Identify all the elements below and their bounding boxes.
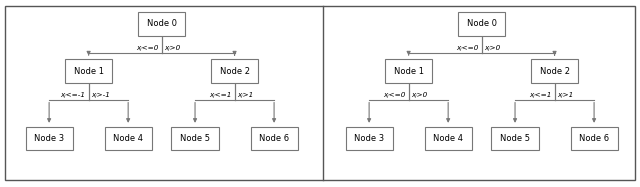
Text: Node 1: Node 1	[74, 67, 104, 76]
Text: xⱼ<=0: xⱼ<=0	[383, 92, 406, 98]
Text: xⱼ<=1: xⱼ<=1	[529, 92, 552, 98]
Text: xⱼ>0: xⱼ>0	[484, 45, 501, 50]
FancyBboxPatch shape	[492, 127, 539, 150]
FancyBboxPatch shape	[138, 12, 185, 36]
FancyBboxPatch shape	[172, 127, 219, 150]
Text: xⱼ<=0: xⱼ<=0	[456, 45, 479, 50]
Text: Node 3: Node 3	[34, 134, 64, 143]
FancyBboxPatch shape	[424, 127, 472, 150]
FancyBboxPatch shape	[250, 127, 298, 150]
Text: xⱼ>1: xⱼ>1	[557, 92, 574, 98]
Text: Node 2: Node 2	[220, 67, 250, 76]
FancyBboxPatch shape	[458, 12, 505, 36]
Text: Node 0: Node 0	[467, 19, 497, 28]
Text: Node 2: Node 2	[540, 67, 570, 76]
FancyBboxPatch shape	[385, 59, 432, 83]
Text: Node 5: Node 5	[180, 134, 210, 143]
Text: Node 5: Node 5	[500, 134, 530, 143]
FancyBboxPatch shape	[65, 59, 112, 83]
Text: xⱼ<=0: xⱼ<=0	[136, 45, 159, 50]
Text: xⱼ>0: xⱼ>0	[412, 92, 428, 98]
Text: xⱼ<=1: xⱼ<=1	[209, 92, 232, 98]
Text: Node 4: Node 4	[433, 134, 463, 143]
Text: xⱼ>1: xⱼ>1	[237, 92, 254, 98]
Text: Node 6: Node 6	[579, 134, 609, 143]
FancyBboxPatch shape	[104, 127, 152, 150]
FancyBboxPatch shape	[5, 6, 635, 180]
FancyBboxPatch shape	[346, 127, 393, 150]
FancyBboxPatch shape	[570, 127, 618, 150]
Text: xⱼ>-1: xⱼ>-1	[92, 92, 111, 98]
Text: Node 0: Node 0	[147, 19, 177, 28]
Text: xⱼ>0: xⱼ>0	[164, 45, 181, 50]
FancyBboxPatch shape	[211, 59, 258, 83]
Text: xⱼ<=-1: xⱼ<=-1	[61, 92, 86, 98]
Text: Node 6: Node 6	[259, 134, 289, 143]
Text: Node 3: Node 3	[354, 134, 384, 143]
FancyBboxPatch shape	[531, 59, 578, 83]
FancyBboxPatch shape	[26, 127, 73, 150]
Text: Node 1: Node 1	[394, 67, 424, 76]
Text: Node 4: Node 4	[113, 134, 143, 143]
